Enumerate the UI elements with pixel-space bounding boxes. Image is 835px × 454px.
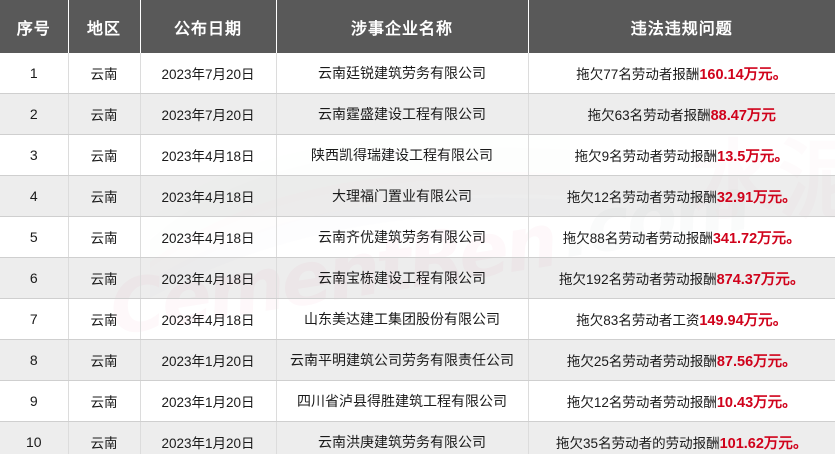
table-row: 4 云南 2023年4月18日 大理福门置业有限公司 拖欠12名劳动者劳动报酬32.91… (0, 175, 835, 217)
cell-region: 云南 (68, 175, 141, 217)
cell-date: 2023年4月18日 (140, 257, 277, 299)
cell-date: 2023年7月20日 (140, 93, 277, 135)
cell-company: 山东美达建工集团股份有限公司 (276, 298, 529, 340)
issue-description: 拖欠9名劳动者劳动报酬 (574, 148, 718, 164)
issue-suffix: 。 (782, 394, 797, 411)
cell-issue: 拖欠77名劳动者报酬160.14万元。 (528, 53, 835, 94)
cell-date: 2023年4月18日 (140, 134, 277, 176)
issue-suffix: 。 (782, 353, 797, 370)
cell-company: 云南平明建筑公司劳务有限责任公司 (276, 339, 529, 381)
cell-issue: 拖欠12名劳动者劳动报酬32.91万元。 (528, 175, 835, 217)
table-row: 8 云南 2023年1月20日 云南平明建筑公司劳务有限责任公司 拖欠25名劳动者劳动报… (0, 339, 835, 381)
table-body: 1 云南 2023年7月20日 云南廷锐建筑劳务有限公司 拖欠77名劳动者报酬160.1… (0, 53, 835, 454)
cell-index: 8 (0, 339, 69, 381)
cell-company: 云南齐优建筑劳务有限公司 (276, 216, 529, 258)
cell-region: 云南 (68, 380, 141, 422)
cell-index: 6 (0, 257, 69, 299)
issue-amount: 149.94万元 (699, 312, 773, 329)
cell-region: 云南 (68, 421, 141, 454)
issue-amount: 874.37万元 (716, 271, 790, 288)
cell-date: 2023年1月20日 (140, 339, 277, 381)
cell-index: 1 (0, 53, 69, 94)
cell-date: 2023年4月18日 (140, 298, 277, 340)
cell-region: 云南 (68, 298, 141, 340)
table-row: 5 云南 2023年4月18日 云南齐优建筑劳务有限公司 拖欠88名劳动者劳动报酬341… (0, 216, 835, 258)
cell-company: 陕西凯得瑞建设工程有限公司 (276, 134, 529, 176)
cell-region: 云南 (68, 134, 141, 176)
issue-amount: 87.56万元 (716, 353, 783, 370)
cell-index: 5 (0, 216, 69, 258)
issue-description: 拖欠12名劳动者劳动报酬 (566, 394, 717, 410)
cell-company: 大理福门置业有限公司 (276, 175, 529, 217)
table-row: 7 云南 2023年4月18日 山东美达建工集团股份有限公司 拖欠83名劳动者工资149… (0, 298, 835, 340)
cell-date: 2023年1月20日 (140, 380, 277, 422)
issue-suffix: 。 (789, 271, 805, 288)
cell-index: 7 (0, 298, 69, 340)
cell-issue: 拖欠12名劳动者劳动报酬10.43万元。 (528, 380, 835, 422)
issue-amount: 32.91万元 (716, 189, 783, 206)
cell-index: 9 (0, 380, 69, 422)
table-row: 2 云南 2023年7月20日 云南霆盛建设工程有限公司 拖欠63名劳动者报酬88.47… (0, 93, 835, 135)
cell-issue: 拖欠83名劳动者工资149.94万元。 (528, 298, 835, 340)
issue-suffix: 。 (774, 148, 789, 165)
issue-description: 拖欠83名劳动者工资 (576, 312, 700, 328)
issue-amount: 160.14万元 (699, 66, 773, 83)
issue-description: 拖欠25名劳动者劳动报酬 (566, 353, 717, 369)
column-header-region: 地区 (68, 0, 141, 53)
issue-description: 拖欠192名劳动者劳动报酬 (559, 271, 717, 287)
column-header-issue: 违法违规问题 (528, 0, 835, 53)
cell-company: 云南宝栋建设工程有限公司 (276, 257, 529, 299)
cell-index: 10 (0, 421, 69, 454)
table-row: 10 云南 2023年1月20日 云南洪庚建筑劳务有限公司 拖欠35名劳动者的劳动报酬1… (0, 421, 835, 454)
issue-amount: 13.5万元 (717, 148, 775, 165)
table-header: 序号 地区 公布日期 涉事企业名称 违法违规问题 (0, 0, 835, 53)
issue-amount: 341.72万元 (712, 230, 787, 247)
cell-company: 云南廷锐建筑劳务有限公司 (276, 53, 529, 94)
cell-company: 四川省泸县得胜建筑工程有限公司 (276, 380, 529, 422)
cell-issue: 拖欠88名劳动者劳动报酬341.72万元。 (528, 216, 835, 258)
cell-company: 云南洪庚建筑劳务有限公司 (276, 421, 529, 454)
issue-description: 拖欠12名劳动者劳动报酬 (566, 189, 717, 205)
issue-amount: 10.43万元 (716, 394, 783, 411)
issue-amount: 88.47万元 (710, 107, 776, 124)
cell-region: 云南 (68, 339, 141, 381)
issue-amount: 101.62万元 (719, 435, 793, 452)
cell-issue: 拖欠35名劳动者的劳动报酬101.62万元。 (528, 421, 835, 454)
issue-suffix: 。 (782, 189, 797, 206)
cell-region: 云南 (68, 216, 141, 258)
cell-issue: 拖欠63名劳动者报酬88.47万元 (528, 93, 835, 135)
cell-issue: 拖欠9名劳动者劳动报酬13.5万元。 (528, 134, 835, 176)
column-header-index: 序号 (0, 0, 69, 53)
cell-index: 2 (0, 93, 69, 135)
issue-description: 拖欠77名劳动者报酬 (576, 66, 700, 82)
column-header-company: 涉事企业名称 (276, 0, 529, 53)
cell-region: 云南 (68, 53, 141, 94)
issue-description: 拖欠88名劳动者劳动报酬 (562, 230, 713, 246)
table-row: 6 云南 2023年4月18日 云南宝栋建设工程有限公司 拖欠192名劳动者劳动报酬87… (0, 257, 835, 299)
issue-description: 拖欠63名劳动者报酬 (587, 107, 711, 123)
cell-issue: 拖欠25名劳动者劳动报酬87.56万元。 (528, 339, 835, 381)
issue-suffix: 。 (786, 230, 801, 247)
table-row: 1 云南 2023年7月20日 云南廷锐建筑劳务有限公司 拖欠77名劳动者报酬160.1… (0, 53, 835, 94)
cell-date: 2023年1月20日 (140, 421, 277, 454)
cell-date: 2023年4月18日 (140, 216, 277, 258)
cell-index: 4 (0, 175, 69, 217)
cell-date: 2023年4月18日 (140, 175, 277, 217)
issue-suffix: 。 (772, 312, 788, 329)
column-header-date: 公布日期 (140, 0, 277, 53)
issue-suffix: 。 (772, 66, 788, 83)
table-row: 9 云南 2023年1月20日 四川省泸县得胜建筑工程有限公司 拖欠12名劳动者劳动报酬… (0, 380, 835, 422)
cell-company: 云南霆盛建设工程有限公司 (276, 93, 529, 135)
cell-region: 云南 (68, 257, 141, 299)
issue-description: 拖欠35名劳动者的劳动报酬 (556, 435, 720, 451)
issue-suffix: 。 (792, 435, 808, 452)
cell-index: 3 (0, 134, 69, 176)
header-row: 序号 地区 公布日期 涉事企业名称 违法违规问题 (0, 0, 835, 53)
table-row: 3 云南 2023年4月18日 陕西凯得瑞建设工程有限公司 拖欠9名劳动者劳动报酬13.… (0, 134, 835, 176)
cell-region: 云南 (68, 93, 141, 135)
cell-issue: 拖欠192名劳动者劳动报酬874.37万元。 (528, 257, 835, 299)
cell-date: 2023年7月20日 (140, 53, 277, 94)
